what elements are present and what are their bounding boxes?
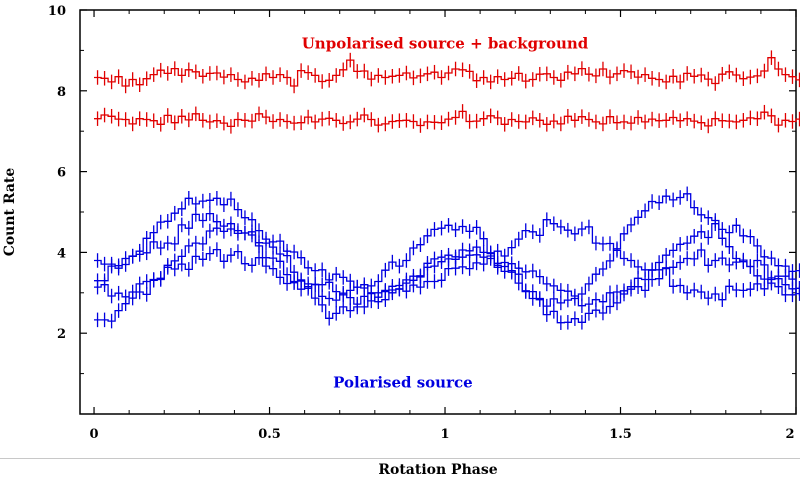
series-layer (94, 50, 800, 330)
y-tick-label: 10 (48, 4, 66, 19)
x-tick-label: 1.5 (609, 427, 632, 442)
series-3 (94, 242, 800, 313)
y-axis-title: Count Rate (2, 168, 18, 257)
series-line (94, 223, 800, 324)
x-axis: 0 0.5 1 1.5 2 (90, 10, 797, 442)
y-tick-label: 4 (57, 246, 66, 261)
annotation-layer: Unpolarised source + background Polarised… (302, 34, 589, 391)
x-tick-label: 0 (90, 427, 99, 442)
series-5 (94, 186, 800, 314)
plot-frame (79, 9, 797, 415)
x-axis-title: Rotation Phase (378, 462, 497, 478)
series-line (94, 57, 800, 87)
series-0 (94, 50, 800, 94)
y-tick-label: 8 (57, 85, 66, 100)
y-axis: 2 4 6 8 10 (48, 4, 796, 375)
x-tick-label: 0.5 (258, 427, 281, 442)
annotation-1: Polarised source (333, 374, 473, 392)
series-1 (94, 104, 800, 134)
series-line (94, 193, 800, 307)
x-tick-label: 2 (785, 427, 794, 442)
series-line (94, 212, 800, 301)
y-tick-label: 2 (57, 327, 66, 342)
x-tick-label: 1 (440, 427, 449, 442)
y-tick-label: 6 (57, 166, 66, 181)
annotation-0: Unpolarised source + background (302, 34, 589, 52)
window-divider (0, 458, 800, 459)
series-line (94, 110, 800, 128)
series-4 (94, 216, 800, 330)
